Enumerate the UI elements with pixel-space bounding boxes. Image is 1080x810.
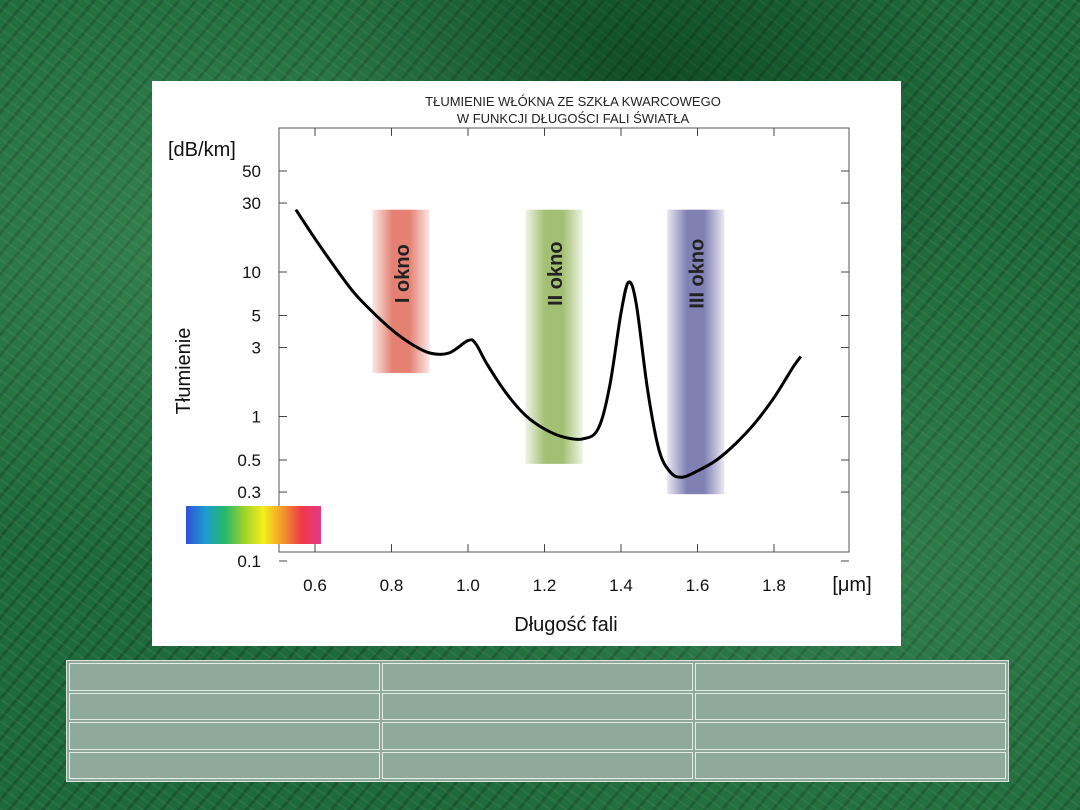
table-cell	[382, 692, 693, 720]
y-tick-label: 3	[252, 339, 261, 358]
y-tick-label: 0.1	[237, 552, 261, 571]
spectrum-layer	[186, 506, 321, 544]
chart-title-line1: TŁUMIENIE WŁÓKNA ZE SZKŁA KWARCOWEGO	[425, 94, 721, 109]
x-tick-label: 1.4	[609, 576, 633, 595]
y-tick-label: 10	[242, 263, 261, 282]
table-cell	[695, 663, 1006, 691]
table-cell	[695, 751, 1006, 779]
ticks-layer: 0.6 0.8 1.0 1.2 1.4 1.6 1.8 0.1 0.3 0.5 1 3 5 10 30 50	[237, 128, 849, 595]
window-label: II okno	[545, 241, 567, 305]
x-tick-label: 0.8	[380, 576, 404, 595]
table-cell	[69, 663, 380, 691]
chart-title-line2: W FUNKCJI DŁUGOŚCI FALI ŚWIATŁA	[457, 111, 690, 126]
chart-svg: I okno II okno III okno 0.6 0.8 1.0 1.2 1.4 1.6…	[168, 94, 872, 636]
table-row	[69, 751, 1006, 779]
x-axis-unit: [μm]	[832, 574, 871, 596]
table-cell	[382, 663, 693, 691]
curve-layer	[294, 208, 803, 479]
x-tick-label: 1.6	[686, 576, 710, 595]
window-label: I okno	[392, 244, 414, 303]
y-tick-label: 1	[252, 408, 261, 427]
y-tick-label: 0.3	[237, 483, 261, 502]
window-band	[666, 209, 725, 495]
y-tick-label: 0.5	[237, 451, 261, 470]
table-cell	[382, 722, 693, 750]
data-table	[66, 660, 1009, 782]
table-cell	[69, 692, 380, 720]
x-tick-label: 1.8	[762, 576, 786, 595]
x-tick-label: 1.2	[533, 576, 557, 595]
y-axis-label: Tłumienie	[173, 328, 195, 415]
x-tick-label: 0.6	[303, 576, 327, 595]
y-tick-label: 50	[242, 162, 261, 181]
y-tick-label: 5	[252, 306, 261, 325]
x-tick-label: 1.0	[456, 576, 480, 595]
table-cell	[69, 751, 380, 779]
visible-spectrum-bar	[186, 506, 321, 544]
window-band	[372, 209, 430, 374]
table-cell	[695, 722, 1006, 750]
table-row	[69, 692, 1006, 720]
table-row	[69, 663, 1006, 691]
x-axis-label: Długość fali	[514, 614, 617, 636]
attenuation-curve	[294, 208, 803, 479]
table-cell	[69, 722, 380, 750]
plot-frame	[278, 127, 850, 553]
table-cell	[695, 692, 1006, 720]
y-axis-unit: [dB/km]	[168, 139, 236, 161]
window-label: III okno	[687, 239, 709, 309]
y-tick-label: 30	[242, 194, 261, 213]
table-cell	[382, 751, 693, 779]
chart-figure: I okno II okno III okno 0.6 0.8 1.0 1.2 1.4 1.6…	[152, 81, 901, 646]
table-row	[69, 722, 1006, 750]
